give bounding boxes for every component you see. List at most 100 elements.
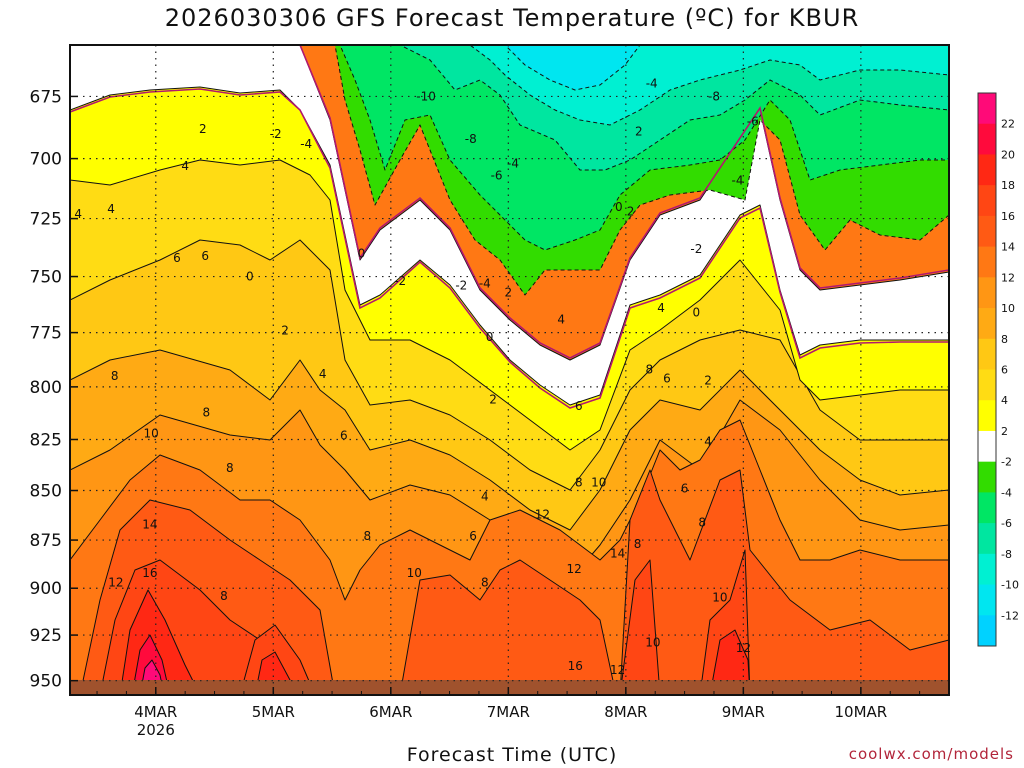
y-tick-label: 900 (30, 579, 62, 599)
contour-label: 0 (615, 200, 623, 214)
colorbar-swatch (978, 461, 996, 493)
contour-label: -4 (479, 276, 491, 290)
y-tick-label: 700 (30, 150, 62, 170)
colorbar-swatch (978, 93, 996, 125)
contour-label: 8 (646, 363, 654, 377)
contour-label: 4 (319, 367, 327, 381)
y-tick-label: 725 (30, 210, 62, 230)
contour-label: -2 (690, 242, 702, 256)
contour-label: -6 (491, 169, 503, 183)
x-tick-label: 6MAR (369, 703, 412, 721)
contour-label: -2 (394, 274, 406, 288)
contour-label: 12 (108, 576, 123, 590)
contour-label: 2 (505, 285, 513, 299)
colorbar-label: -12 (1001, 609, 1019, 622)
contour-label: 0 (693, 306, 701, 320)
contour-label: 14 (610, 547, 625, 561)
contour-label: 6 (173, 251, 181, 265)
colorbar-label: -4 (1001, 486, 1012, 499)
colorbar-label: 8 (1001, 333, 1008, 346)
contour-label: 0 (486, 330, 494, 344)
contour-label: 0 (358, 247, 366, 261)
colorbar-swatch (978, 154, 996, 186)
plot-frame (69, 44, 950, 696)
contour-label: -10 (416, 89, 436, 103)
contour-label: 4 (481, 490, 489, 504)
contour-label: 16 (568, 659, 583, 673)
contour-label: 8 (634, 537, 642, 551)
contour-label: 2 (635, 125, 643, 139)
colorbar-label: 12 (1001, 271, 1015, 284)
contour-label: 14 (142, 517, 157, 531)
contour-label: 4 (704, 435, 712, 449)
colorbar-swatch (978, 123, 996, 155)
contour-label: 10 (712, 591, 727, 605)
contour-label: 8 (698, 515, 706, 529)
contour-label: 12 (736, 641, 751, 655)
contour-label: -4 (300, 137, 312, 151)
y-tick-label: 850 (30, 482, 62, 502)
x-tick-label: 10MAR (835, 703, 888, 721)
colorbar-label: 14 (1001, 241, 1015, 254)
contour-label: 6 (681, 482, 689, 496)
x-tick-label: 5MAR (252, 703, 295, 721)
contour-label: 4 (74, 207, 82, 221)
contour-label: 10 (143, 426, 158, 440)
contour-label: 4 (181, 159, 189, 173)
contour-label: 2 (489, 393, 497, 407)
x-tick-label: 7MAR (487, 703, 530, 721)
contour-label: 8 (363, 529, 371, 543)
colorbar-label: 16 (1001, 210, 1015, 223)
colorbar-swatch (978, 492, 996, 524)
y-tick-label: 675 (30, 87, 62, 107)
band-18c-c (709, 629, 751, 695)
contour-label: -4 (646, 77, 658, 91)
contour-label: 8 (202, 405, 210, 419)
contour-label: 10 (645, 635, 660, 649)
contour-label: 4 (657, 301, 665, 315)
contour-label: 6 (201, 249, 209, 263)
colorbar-label: 22 (1001, 118, 1015, 131)
colorbar-swatch (978, 308, 996, 340)
contour-label: 8 (111, 369, 119, 383)
contour-label: 6 (663, 371, 671, 385)
band-16c-c (619, 559, 661, 695)
freezing-contour-line-upper (299, 45, 949, 359)
contour-label: 0 (246, 270, 254, 284)
colorbar-swatch (978, 400, 996, 432)
contour-label: -4 (507, 156, 519, 170)
y-tick-label: 925 (30, 626, 62, 646)
contour-label: 4 (107, 202, 115, 216)
x-tick-label: 9MAR (722, 703, 765, 721)
colorbar-swatch (978, 553, 996, 586)
contour-label: 10 (407, 566, 422, 580)
colorbar-swatch (978, 338, 996, 370)
x-axis-label: Forecast Time (UTC) (406, 744, 618, 766)
chart-title: 2026030306 GFS Forecast Temperature (ºC)… (164, 4, 860, 32)
colorbar-frame (977, 92, 997, 647)
contour-label: 8 (220, 589, 228, 603)
y-tick-label: 875 (30, 531, 62, 551)
contour-label: 2 (199, 122, 207, 136)
colorbar-swatch (978, 277, 996, 309)
contour-label: 16 (142, 566, 157, 580)
band-14c-c (619, 469, 949, 695)
colorbar-swatch (978, 369, 996, 401)
contour-label: 6 (469, 529, 477, 543)
contour-label: -4 (731, 173, 743, 187)
contour-label: 10 (591, 475, 606, 489)
contour-label: 8 (481, 576, 489, 590)
contour-label: 6 (340, 428, 348, 442)
y-tick-label: 800 (30, 378, 62, 398)
y-tick-label: 825 (30, 430, 62, 450)
contour-label: 12 (535, 507, 550, 521)
colorbar-swatch (978, 246, 996, 278)
colorbar-swatch (978, 615, 996, 647)
pressure-axis: 675 700 725 750 775 800 825 850 875 900 925 950 (30, 87, 78, 692)
band-14c-b (399, 559, 616, 695)
contour-label: 12 (566, 562, 581, 576)
band-minus10c (504, 45, 641, 91)
colorbar-swatch (978, 523, 996, 555)
